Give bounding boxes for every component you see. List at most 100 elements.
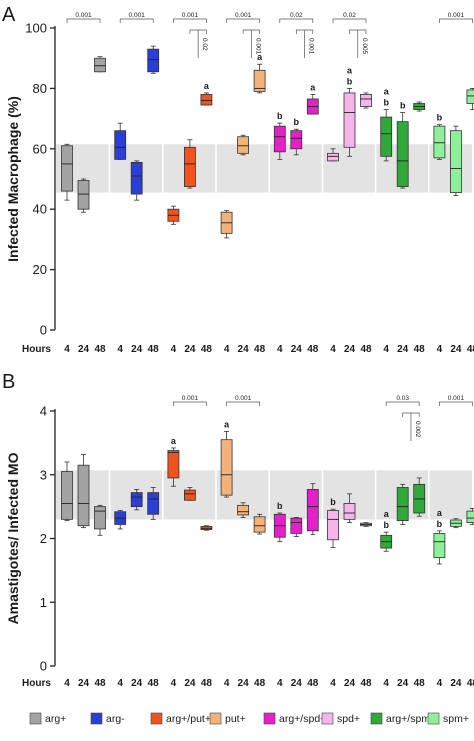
legend-label: arg+/put+ xyxy=(166,713,211,725)
box-spd+-24h: 24 xyxy=(343,493,355,689)
significance-letter: b xyxy=(437,113,443,123)
legend-swatch xyxy=(150,712,163,725)
p-value-label: 0.001 xyxy=(308,38,315,55)
y-tick-label: 100 xyxy=(25,21,47,36)
box-arg+/put+-4h: 4 xyxy=(167,447,180,689)
hour-tick-label: 24 xyxy=(450,344,462,355)
box-arg--48h: 48 xyxy=(147,487,160,689)
significance-letter: b xyxy=(400,101,406,111)
box-spd+-4h: 4 xyxy=(327,508,339,689)
legend-swatch xyxy=(29,712,42,725)
box-put+-24h: 24 xyxy=(237,502,249,689)
hour-tick-label: 4 xyxy=(437,678,443,689)
significance-letter: a xyxy=(224,419,230,429)
y-tick-label: 1 xyxy=(40,595,47,610)
legend-label: arg+ xyxy=(45,713,66,725)
box-body xyxy=(466,89,474,104)
box-body xyxy=(183,489,196,501)
hour-tick-label: 24 xyxy=(131,344,143,355)
box-arg+/spd+-24h: 24 xyxy=(290,128,303,355)
panel-B: B 0 1 2 3 4 Amastigotes/ Infected MO Hours 4 24 48… xyxy=(2,371,474,689)
y-axis-label: Infected Macrophage (%) xyxy=(5,96,21,262)
hour-tick-label: 48 xyxy=(201,678,213,689)
box-arg+/put+-4h: 4 xyxy=(167,205,180,355)
box-arg+/spm+-24h: 24 xyxy=(396,483,409,689)
legend-label: spm+ xyxy=(443,713,469,725)
hour-tick-label: 4 xyxy=(330,678,336,689)
box-arg+/spd+-48h: 48 xyxy=(306,483,319,689)
hour-tick-label: 48 xyxy=(201,344,213,355)
box-body xyxy=(343,92,356,148)
bracket-line xyxy=(226,401,260,406)
hours-label: Hours xyxy=(22,678,51,689)
y-tick-label: 40 xyxy=(33,202,47,217)
group-arg+/spd+: 4 24 48 xyxy=(273,94,319,355)
box-body xyxy=(253,69,266,92)
p-value-label: 0.002 xyxy=(414,421,421,438)
legend: arg+ arg-arg+/put+ put+ arg+/spd+ spd+ arg+/s… xyxy=(29,712,469,725)
box-arg+/spd+-4h: 4 xyxy=(273,512,286,689)
box-body xyxy=(433,125,446,159)
hour-tick-label: 4 xyxy=(330,344,336,355)
hour-tick-label: 48 xyxy=(148,678,160,689)
legend-item-arg+: arg+ xyxy=(29,712,66,725)
box-spd+-24h: 24 xyxy=(343,88,356,355)
significance-letter: a xyxy=(257,52,263,62)
bracket-line xyxy=(332,18,367,23)
box-arg+/spd+-48h: 48 xyxy=(306,94,319,355)
box-body xyxy=(77,464,90,527)
hour-tick-label: 4 xyxy=(64,678,70,689)
box-arg+/spm+-4h: 4 xyxy=(380,531,393,689)
box-body xyxy=(396,487,409,522)
hour-tick-label: 24 xyxy=(291,344,303,355)
box-body xyxy=(237,136,250,154)
legend-swatch xyxy=(427,712,440,725)
box-body xyxy=(396,121,409,187)
group-spd+: 4 24 48 xyxy=(327,493,372,689)
hour-tick-label: 24 xyxy=(184,678,196,689)
box-spm+-48h: 48 xyxy=(466,508,474,689)
hour-tick-label: 24 xyxy=(131,678,143,689)
y-tick-label: 20 xyxy=(33,262,47,277)
box-put+-48h: 48 xyxy=(253,513,266,689)
box-arg+/put+-48h: 48 xyxy=(200,92,213,355)
box-arg+/spd+-24h: 24 xyxy=(290,517,302,689)
group-put+: 4 24 48 xyxy=(220,430,266,689)
p-value-label: 0.001 xyxy=(235,395,252,402)
box-arg--48h: 48 xyxy=(147,45,160,355)
significance-letter: a xyxy=(204,81,210,91)
legend-swatch xyxy=(321,712,334,725)
bracket-line xyxy=(226,18,260,23)
significance-letter: b xyxy=(277,501,283,511)
p-value-label: 0.02 xyxy=(290,12,303,19)
box-body xyxy=(147,48,160,73)
box-body xyxy=(273,125,286,153)
p-value-label: 0.03 xyxy=(396,395,409,402)
hour-tick-label: 24 xyxy=(397,344,409,355)
legend-item-arg+/spd+: arg+/spd+ xyxy=(263,712,326,725)
hour-tick-label: 4 xyxy=(277,344,283,355)
box-put+-24h: 24 xyxy=(237,134,250,355)
hour-tick-label: 24 xyxy=(344,344,356,355)
box-body xyxy=(290,130,303,150)
box-body xyxy=(360,94,372,107)
panel-letter: A xyxy=(2,4,16,26)
bracket-line xyxy=(173,401,207,406)
legend-label: arg+/spd+ xyxy=(279,713,326,725)
box-body xyxy=(183,146,196,187)
box-arg+-48h: 48 xyxy=(94,56,106,355)
legend-item-spd+: spd+ xyxy=(321,712,360,725)
box-body xyxy=(61,145,73,192)
box-body xyxy=(466,510,474,523)
hour-tick-label: 48 xyxy=(254,678,266,689)
box-body xyxy=(130,492,143,508)
hour-tick-label: 48 xyxy=(467,678,474,689)
hour-tick-label: 48 xyxy=(148,344,160,355)
box-body xyxy=(94,57,106,73)
panel-letter: B xyxy=(2,371,15,393)
legend-item-arg+/put+: arg+/put+ xyxy=(150,712,211,725)
significance-letter: a xyxy=(437,508,443,518)
p-value-bracket: 0.03 xyxy=(385,395,420,406)
box-body xyxy=(130,161,143,195)
group-arg+/spd+: 4 24 48 xyxy=(273,483,319,689)
